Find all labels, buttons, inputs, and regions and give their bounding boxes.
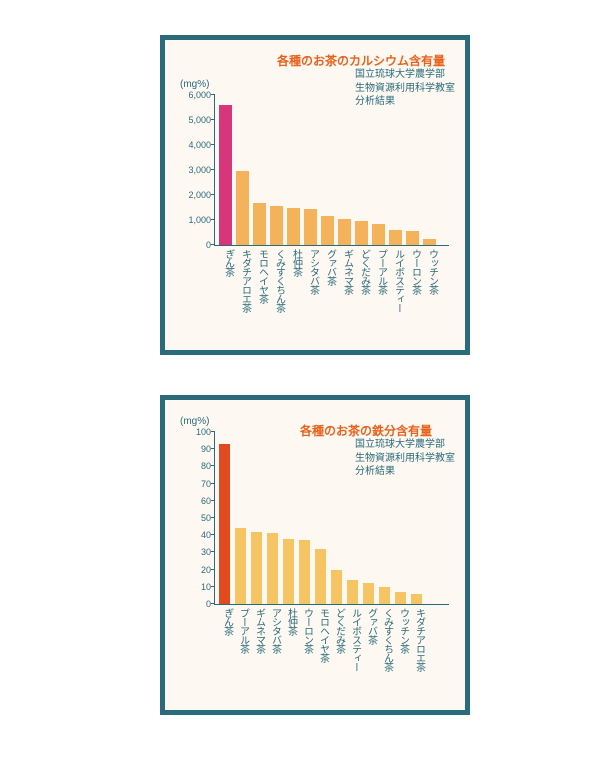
x-tick-label: どくだみ茶 bbox=[357, 249, 372, 294]
bar bbox=[379, 587, 390, 604]
y-tick-label: 10 bbox=[179, 582, 211, 592]
bar bbox=[423, 239, 436, 245]
bar bbox=[389, 230, 402, 245]
y-tick-label: 60 bbox=[179, 496, 211, 506]
bar bbox=[219, 105, 232, 245]
x-tick-label: アシタバ茶 bbox=[268, 608, 283, 653]
x-tick-label: くみすくちん茶 bbox=[272, 249, 287, 312]
bar bbox=[395, 592, 406, 604]
bar bbox=[406, 231, 419, 245]
y-tick-label: 0 bbox=[179, 240, 211, 250]
x-axis-line bbox=[214, 604, 449, 605]
bar bbox=[321, 216, 334, 245]
x-tick-label: ギムネマ茶 bbox=[340, 249, 355, 294]
x-tick-label: キダチアロエ茶 bbox=[412, 608, 427, 671]
x-tick-label: プーアル茶 bbox=[236, 608, 251, 653]
x-tick-label: どくだみ茶 bbox=[332, 608, 347, 653]
chart-title: 各種のお茶のカルシウム含有量 bbox=[277, 52, 445, 69]
bar bbox=[315, 549, 326, 604]
y-tick-label: 90 bbox=[179, 444, 211, 454]
x-tick-label: グァバ茶 bbox=[323, 249, 338, 285]
bar bbox=[235, 528, 246, 604]
y-axis-label: (mg%) bbox=[180, 79, 209, 90]
x-tick-label: ぎん茶 bbox=[220, 608, 235, 635]
y-tick-label: 50 bbox=[179, 513, 211, 523]
bar bbox=[236, 171, 249, 245]
y-tick-label: 70 bbox=[179, 479, 211, 489]
bar bbox=[372, 224, 385, 245]
y-tick-label: 30 bbox=[179, 547, 211, 557]
y-tick-label: 20 bbox=[179, 565, 211, 575]
x-tick-label: 杜仲茶 bbox=[284, 608, 299, 635]
x-tick-label: ウーロン茶 bbox=[300, 608, 315, 653]
x-tick-label: グァバ茶 bbox=[364, 608, 379, 644]
x-tick-label: 杜仲茶 bbox=[289, 249, 304, 276]
x-tick-label: ルイボスティー bbox=[391, 249, 406, 312]
plot-area: 01,0002,0003,0004,0005,0006,000ぎん茶キダチアロエ… bbox=[215, 95, 450, 245]
y-axis-line bbox=[214, 432, 215, 604]
x-tick-label: くみすくちん茶 bbox=[380, 608, 395, 671]
x-tick-label: モロヘイヤ茶 bbox=[255, 249, 270, 303]
y-tick-label: 100 bbox=[179, 427, 211, 437]
y-tick-label: 1,000 bbox=[179, 215, 211, 225]
bar bbox=[267, 533, 278, 604]
x-tick-label: ウッチン茶 bbox=[425, 249, 440, 294]
y-tick-label: 4,000 bbox=[179, 140, 211, 150]
bar bbox=[283, 539, 294, 604]
x-tick-label: キダチアロエ茶 bbox=[238, 249, 253, 312]
bar bbox=[331, 570, 342, 604]
x-tick-label: ウーロン茶 bbox=[408, 249, 423, 294]
x-tick-label: ぎん茶 bbox=[221, 249, 236, 276]
y-tick-label: 40 bbox=[179, 530, 211, 540]
bar bbox=[347, 580, 358, 604]
x-tick-label: プーアル茶 bbox=[374, 249, 389, 294]
bar bbox=[411, 594, 422, 604]
x-tick-label: アシタバ茶 bbox=[306, 249, 321, 294]
y-axis-line bbox=[214, 95, 215, 245]
x-tick-label: ルイボスティー bbox=[348, 608, 363, 671]
chart-panel: 各種のお茶の鉄分含有量国立琉球大学農学部生物資源利用科学教室分析結果(mg%)0… bbox=[160, 395, 470, 715]
y-axis-label: (mg%) bbox=[180, 416, 209, 427]
bar bbox=[270, 206, 283, 245]
y-tick-label: 0 bbox=[179, 599, 211, 609]
y-tick-label: 3,000 bbox=[179, 165, 211, 175]
bar bbox=[253, 203, 266, 246]
bar bbox=[338, 219, 351, 245]
bar bbox=[219, 444, 230, 604]
bar bbox=[304, 209, 317, 245]
y-tick-label: 2,000 bbox=[179, 190, 211, 200]
y-tick-label: 5,000 bbox=[179, 115, 211, 125]
bar bbox=[363, 583, 374, 604]
y-tick-label: 6,000 bbox=[179, 90, 211, 100]
x-tick-label: ギムネマ茶 bbox=[252, 608, 267, 653]
x-tick-label: ウッチン茶 bbox=[396, 608, 411, 653]
plot-area: 0102030405060708090100ぎん茶プーアル茶ギムネマ茶アシタバ茶… bbox=[215, 432, 450, 604]
bar bbox=[355, 221, 368, 245]
bar bbox=[299, 540, 310, 604]
chart-panel: 各種のお茶のカルシウム含有量国立琉球大学農学部生物資源利用科学教室分析結果(mg… bbox=[160, 35, 470, 355]
y-tick-label: 80 bbox=[179, 461, 211, 471]
x-tick-label: モロヘイヤ茶 bbox=[316, 608, 331, 662]
bar bbox=[287, 208, 300, 246]
bar bbox=[251, 532, 262, 604]
x-axis-line bbox=[214, 245, 449, 246]
